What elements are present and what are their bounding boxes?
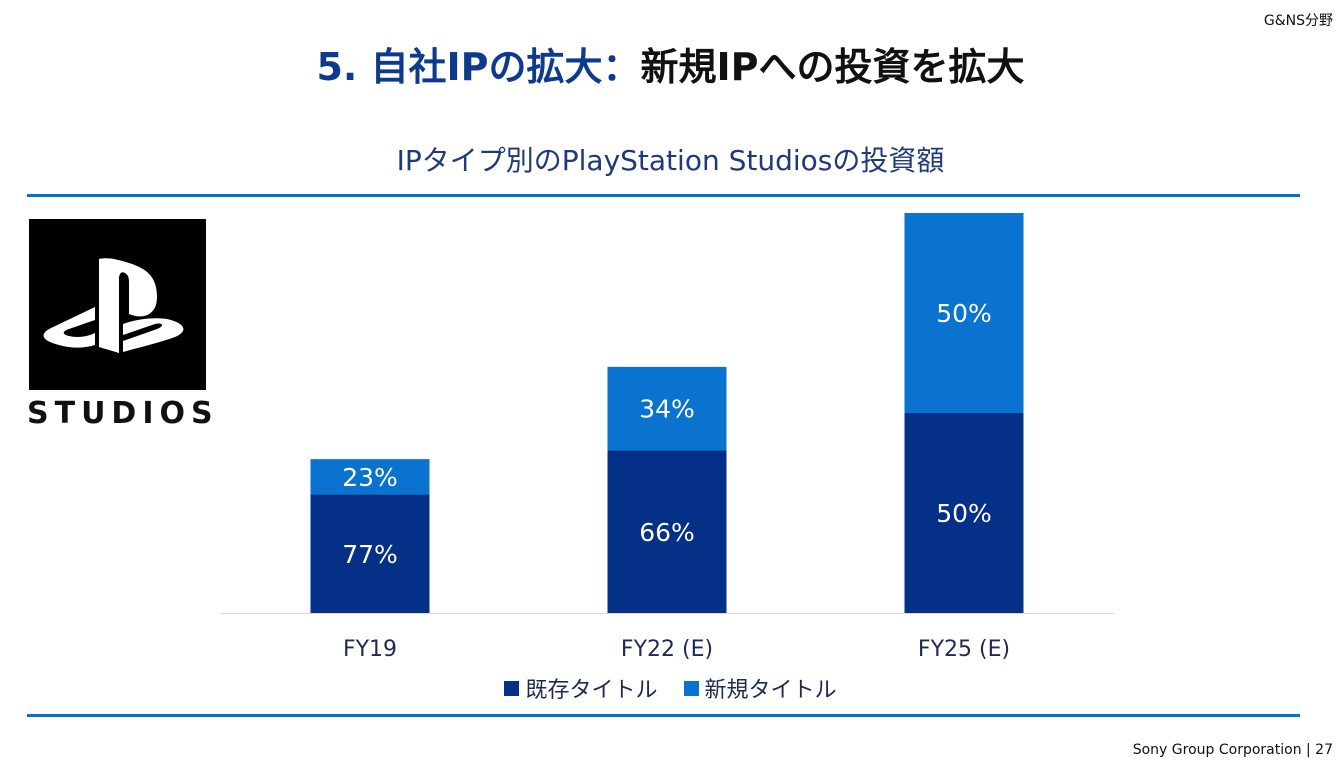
chart-title: IPタイプ別のPlayStation Studiosの投資額 [396, 144, 945, 177]
legend-item-existing: 既存タイトル [504, 672, 658, 704]
section-label: G&NS分野 [1263, 13, 1333, 29]
bar-new-1 [607, 366, 727, 451]
footer-corporation: Sony Group Corporation | 27 [1132, 742, 1333, 758]
top-divider [27, 194, 1300, 197]
legend-swatch-existing [504, 680, 520, 696]
data-label-existing-2: 50% [936, 499, 992, 528]
data-label-new-1: 34% [639, 395, 695, 424]
playstation-logo-icon [29, 219, 206, 390]
bar-existing-1 [607, 450, 727, 613]
bar-existing-2 [904, 413, 1024, 613]
chart-legend: 既存タイトル 新規タイトル [0, 672, 1341, 704]
page-title: 5. 自社IPの拡大：新規IPへの投資を拡大 [0, 36, 1341, 91]
legend-label-new: 新規タイトル [704, 678, 837, 703]
data-label-existing-0: 77% [342, 540, 398, 569]
data-label-existing-1: 66% [639, 518, 695, 547]
legend-item-new: 新規タイトル [683, 672, 837, 704]
page-title-part2: 新規IPへの投資を拡大 [640, 45, 1025, 89]
bar-new-0 [310, 459, 430, 495]
bar-existing-0 [310, 494, 430, 613]
bar-new-2 [904, 213, 1024, 413]
page-title-part1: 5. 自社IPの拡大： [316, 45, 641, 89]
legend-label-existing: 既存タイトル [525, 678, 658, 703]
x-tick-label-1: FY22 (E) [621, 637, 713, 662]
studios-wordmark: STUDIOS [27, 396, 219, 431]
data-label-new-0: 23% [342, 463, 398, 492]
x-tick-label-0: FY19 [343, 637, 397, 662]
legend-swatch-new [683, 680, 699, 696]
bottom-divider [27, 714, 1300, 717]
data-label-new-2: 50% [936, 299, 992, 328]
x-tick-label-2: FY25 (E) [918, 637, 1010, 662]
